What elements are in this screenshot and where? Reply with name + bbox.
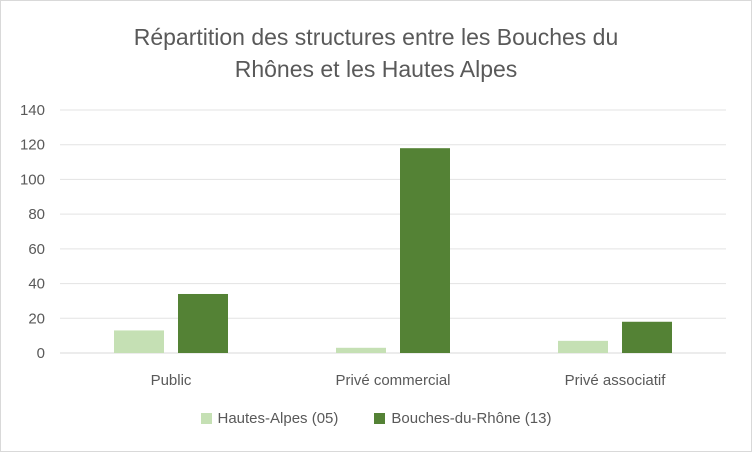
chart-title-line-2: Rhônes et les Hautes Alpes <box>234 56 518 82</box>
x-tick-label-2: Privé associatif <box>565 372 667 389</box>
legend-label-bouches-du-rhone: Bouches-du-Rhône (13) <box>391 410 552 427</box>
legend-item-bouches-du-rhone: Bouches-du-Rhône (13) <box>374 410 551 427</box>
x-tick-label-1: Privé commercial <box>335 372 450 389</box>
bar-hautes-alpes-05-0 <box>114 330 164 353</box>
y-tick-label-80: 80 <box>28 206 45 223</box>
bar-hautes-alpes-05-1 <box>336 347 386 353</box>
y-tick-label-120: 120 <box>20 137 45 154</box>
bar-bouches-du-rh-ne-13-1 <box>400 148 450 353</box>
chart-title: Répartition des structures entre les Bou… <box>1 21 751 85</box>
legend-swatch-bouches-du-rhone <box>374 413 386 424</box>
bar-bouches-du-rh-ne-13-0 <box>178 293 228 353</box>
y-tick-label-40: 40 <box>28 276 45 293</box>
y-tick-label-0: 0 <box>37 345 45 362</box>
legend-label-hautes-alpes: Hautes-Alpes (05) <box>217 410 339 427</box>
chart-title-line-1: Répartition des structures entre les Bou… <box>133 24 619 50</box>
bar-hautes-alpes-05-2 <box>558 340 608 353</box>
legend-swatch-hautes-alpes <box>200 413 212 424</box>
y-tick-label-100: 100 <box>20 171 45 188</box>
chart-legend: Hautes-Alpes (05) Bouches-du-Rhône (13) <box>1 410 751 427</box>
y-tick-label-140: 140 <box>20 102 45 119</box>
bar-bouches-du-rh-ne-13-2 <box>622 321 672 353</box>
y-tick-label-20: 20 <box>28 310 45 327</box>
x-tick-label-0: Public <box>151 372 192 389</box>
y-tick-label-60: 60 <box>28 241 45 258</box>
legend-item-hautes-alpes: Hautes-Alpes (05) <box>200 410 339 427</box>
